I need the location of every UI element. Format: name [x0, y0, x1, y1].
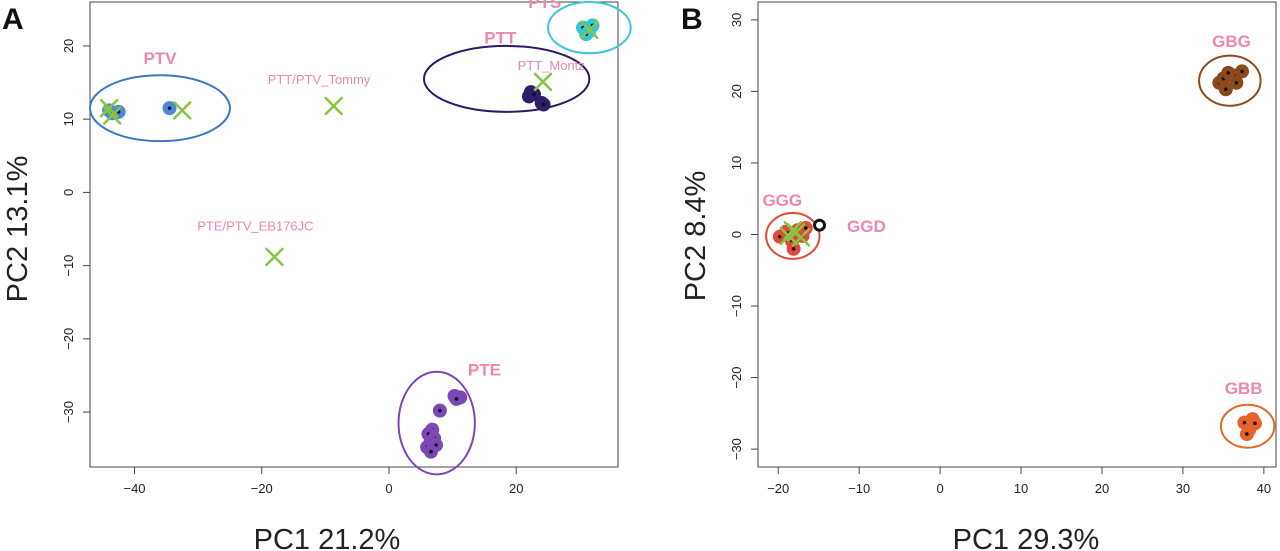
ptv-point-dot-3 [167, 106, 172, 110]
panel-b-y-tick-label-4: 10 [729, 156, 744, 170]
panel-a-x-tick-label-2: 0 [385, 481, 392, 496]
panel-b-x-tick-label-6: 40 [1257, 481, 1271, 496]
panel-b-points [772, 64, 1262, 442]
gbg-group-label: GBG [1212, 32, 1251, 51]
panel-b-ellipses [765, 54, 1276, 449]
panel-a-x-tick-label-3: 20 [509, 481, 523, 496]
ptv-group-label: PTV [143, 49, 177, 68]
panel-a-y-tick-label-3: 0 [61, 189, 76, 196]
gbg-cluster-ellipse [1198, 54, 1262, 107]
panel-a-marks: PTV PTS PTT PTE PTT/PTV_Tommy PTE/PTV_EB176JC… [89, 0, 632, 476]
ggg-point-dot-5 [791, 247, 796, 251]
panel-a-cross-marker-2 [172, 101, 192, 120]
panel-a-sample-annotation-0: PTT/PTV_Tommy [268, 72, 371, 87]
panel-b-x-tick-label-2: 0 [936, 481, 943, 496]
pte-point-dot-8 [434, 443, 438, 447]
panel-a-y-tick-label-1: −20 [61, 328, 76, 350]
panel-a-y-tick-label-5: 20 [61, 39, 76, 53]
pts-cluster-ellipse [547, 1, 632, 55]
ggg-point-dot-6 [803, 226, 808, 230]
panel-b-y-tick-label-2: −10 [729, 295, 744, 317]
ggg-group-label: GGG [762, 191, 802, 210]
panel-a-x-tick-label-0: −40 [123, 481, 145, 496]
pts-group-label: PTS [528, 0, 561, 12]
panel-b-crosses [779, 220, 811, 247]
panel-b-x-tick-label-5: 30 [1176, 481, 1190, 496]
panel-b-ticks: −20 −10 0 10 20 30 40 −30 −20 −10 0 10 20 30 [729, 13, 1271, 496]
panel-a-crosses [99, 20, 599, 267]
ggd-group-label: GGD [847, 217, 886, 236]
pte-point-dot-10 [429, 449, 433, 454]
panel-a-ticks: −40 −20 0 20 −30 −20 −10 0 10 20 [61, 39, 523, 496]
panel-a-cross-marker-4 [265, 247, 284, 267]
panel-b-y-tick-label-3: 0 [729, 231, 744, 238]
panel-a-x-axis-title: PC1 21.2% [254, 524, 401, 551]
panel-b-x-tick-label-1: −10 [848, 481, 870, 496]
panel-b-y-tick-label-5: 20 [729, 84, 744, 98]
gbb-point-dot-3 [1245, 432, 1249, 436]
panel-b: B PC1 29.3% PC2 8.4% −20 −10 0 10 20 30 40−30−… [680, 1, 1277, 551]
panel-a-ellipses [89, 1, 632, 476]
panel-a-y-tick-label-0: −30 [61, 401, 76, 423]
panel-a-y-tick-label-4: 10 [61, 112, 76, 126]
panel-b-x-tick-label-0: −20 [767, 481, 789, 496]
panel-b-cross-marker-3 [783, 220, 803, 240]
panel-b-y-tick-label-6: 30 [729, 13, 744, 27]
panel-a-y-tick-label-2: −10 [61, 255, 76, 277]
pte-point-dot-3 [438, 408, 442, 413]
panel-a-labels: PTV PTS PTT PTE PTT/PTV_Tommy PTE/PTV_EB176JC… [143, 0, 584, 379]
panel-a-y-axis-title: PC2 13.1% [2, 156, 34, 303]
panel-b-plot-frame [757, 1, 1277, 468]
gbg-point-dot-6 [1226, 71, 1231, 75]
pte-group-label: PTE [468, 360, 501, 379]
ptt-cluster-ellipse [422, 44, 591, 113]
panel-b-x-tick-label-3: 10 [1014, 481, 1028, 496]
gbb-cluster-ellipse [1219, 403, 1276, 449]
panel-a: A PC1 21.2% PC2 13.1% −40 −20 0 20 −30 −20 −10… [2, 0, 632, 551]
panel-a-cross-marker-1 [103, 106, 122, 125]
pte-point-dot-2 [454, 397, 459, 401]
panel-b-marks: GGG GBG GBB GGD [762, 32, 1276, 449]
gbg-point-dot-5 [1240, 69, 1244, 74]
panel-a-cross-marker-6 [580, 20, 599, 40]
gbg-point-dot-2 [1224, 87, 1228, 92]
panel-b-y-axis-title: PC2 8.4% [680, 171, 712, 302]
gbb-group-label: GBB [1225, 379, 1263, 398]
panel-a-sample-annotation-1: PTE/PTV_EB176JC [197, 218, 313, 233]
panel-b-y-tick-label-1: −20 [729, 367, 744, 389]
panel-a-plot-frame [89, 1, 619, 468]
gbg-point-dot-4 [1234, 81, 1239, 85]
panel-a-letter: A [2, 3, 24, 36]
ptt-group-label: PTT [484, 29, 517, 48]
ptv-cluster-ellipse [89, 74, 231, 143]
gbb-point-dot-4 [1253, 421, 1257, 426]
pte-cluster-ellipse [397, 370, 476, 476]
ggg-cluster-ellipse [765, 212, 821, 260]
ptt-point-dot-4 [541, 102, 546, 107]
panel-b-letter: B [681, 3, 703, 36]
panel-b-x-axis-title: PC1 29.3% [953, 524, 1100, 551]
panel-b-labels: GGG GBG GBB GGD [762, 32, 1262, 398]
ptt-point-dot-2 [532, 92, 536, 97]
panel-a-cross-marker-3 [324, 96, 343, 116]
panel-a-sample-annotation-2: PTT_Moritz [518, 58, 585, 73]
panel-a-cross-marker-5 [533, 72, 553, 92]
ggd-open-point [813, 218, 827, 232]
panel-b-y-tick-label-0: −30 [729, 438, 744, 460]
panel-a-x-tick-label-1: −20 [251, 481, 273, 496]
gbb-point-dot-0 [1242, 420, 1247, 425]
panel-b-x-tick-label-4: 20 [1095, 481, 1109, 496]
